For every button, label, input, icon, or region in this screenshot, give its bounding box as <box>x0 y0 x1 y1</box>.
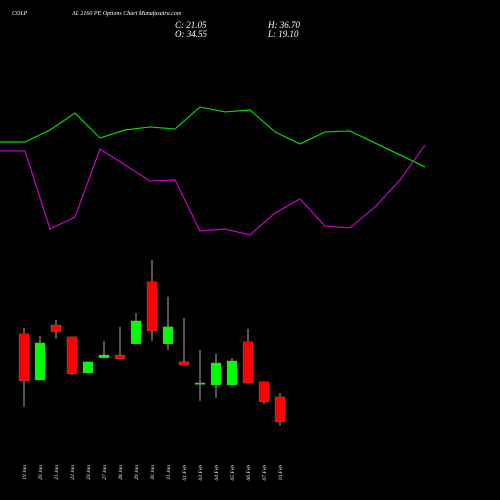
indicator-line <box>0 144 426 236</box>
x-tick-label: 01 Feb <box>182 465 188 481</box>
x-tick-label: 30 Jan <box>150 465 156 481</box>
x-tick-label: 31 Jan <box>166 465 172 481</box>
candle-body <box>50 324 62 333</box>
x-tick-label: 27 Jan <box>102 465 108 480</box>
ohlc-high: H: 36.70 <box>267 20 300 30</box>
candle-body <box>258 381 270 403</box>
ohlc-open: O: 34.55 <box>175 29 207 39</box>
candle-body <box>210 362 222 386</box>
candle-body <box>98 354 110 359</box>
x-tick-label: 22 Jan <box>70 465 76 480</box>
chart-title: COLP <box>12 11 28 17</box>
candle-body <box>34 342 46 381</box>
x-tick-label: 21 Jan <box>54 465 60 480</box>
candle-body <box>66 336 78 375</box>
x-tick-label: 23 Jan <box>86 465 92 480</box>
candle-body <box>18 333 30 382</box>
ohlc-low: L: 19.10 <box>267 29 299 39</box>
candle-body <box>130 320 142 345</box>
chart-subtitle: AL 2160 PE Options Chart Munafasutra.com <box>71 10 182 17</box>
x-tick-label: 29 Jan <box>134 465 140 480</box>
candle-body <box>178 361 190 366</box>
x-tick-label: 06 Feb <box>246 465 252 481</box>
x-tick-label: 10 Feb <box>278 465 284 481</box>
x-tick-label: 07 Feb <box>262 465 268 481</box>
candle-body <box>274 396 286 423</box>
candle-body <box>226 360 238 386</box>
candle-body <box>82 361 94 374</box>
candle-body <box>162 326 174 345</box>
x-tick-label: 20 Jan <box>38 465 44 480</box>
candle-body <box>194 382 206 385</box>
x-tick-label: 28 Jan <box>118 465 124 480</box>
x-tick-label: 04 Feb <box>213 465 220 481</box>
indicator-line <box>0 106 426 168</box>
candle-body <box>146 281 158 332</box>
x-tick-label: 05 Feb <box>230 465 236 481</box>
candle-body <box>114 354 126 360</box>
x-tick-label: 03 Feb <box>198 465 204 481</box>
ohlc-close: C: 21.05 <box>175 20 207 30</box>
x-tick-label: 19 Jan <box>22 465 28 480</box>
candle-body <box>242 341 254 384</box>
